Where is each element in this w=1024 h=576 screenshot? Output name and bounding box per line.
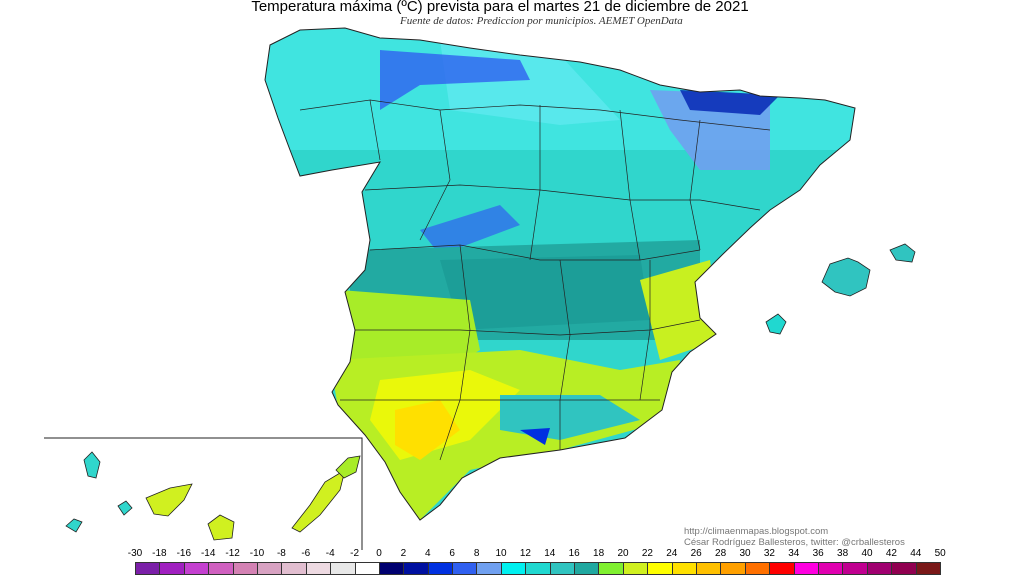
legend-label: 32	[763, 548, 775, 559]
legend-label: 26	[690, 548, 702, 559]
legend-label: -16	[176, 548, 192, 559]
legend-swatch	[672, 563, 697, 574]
legend-swatch	[599, 563, 624, 574]
credits: http://climaenmapas.blogspot.com César R…	[684, 526, 905, 548]
legend-label: 6	[449, 548, 455, 559]
legend-label: 38	[837, 548, 849, 559]
legend-swatch	[257, 563, 283, 574]
legend-label: 18	[593, 548, 605, 559]
legend-label: -6	[301, 548, 311, 559]
legend-swatch	[770, 563, 795, 574]
legend-label: 50	[934, 548, 946, 559]
legend-swatch	[379, 563, 405, 574]
map-title: Temperatura máxima (ºC) prevista para el…	[251, 0, 749, 15]
legend-label: 12	[519, 548, 531, 559]
legend-swatch	[623, 563, 649, 574]
legend-label: 22	[641, 548, 653, 559]
legend-labels: -30 -18 -16 -14 -12 -10 -8 -6 -4 -2 0 2 4 6 8 10 12 14 16 1…	[0, 548, 1024, 562]
legend-swatch	[501, 563, 527, 574]
legend-swatch	[916, 563, 940, 574]
legend-swatch	[428, 563, 454, 574]
legend-swatch	[282, 563, 307, 574]
legend-swatch	[892, 563, 917, 574]
legend-swatch	[648, 563, 673, 574]
legend-swatch	[843, 563, 868, 574]
balearic-islands	[765, 243, 916, 335]
legend-label: 24	[666, 548, 678, 559]
legend-swatch	[233, 563, 258, 574]
legend-label: -18	[152, 548, 167, 559]
legend-label: 40	[861, 548, 873, 559]
credits-url: http://climaenmapas.blogspot.com	[684, 526, 829, 537]
canary-inset	[44, 437, 363, 550]
spain-mainland	[264, 27, 856, 521]
province-borders	[299, 99, 771, 461]
legend-swatch	[526, 563, 551, 574]
legend-label: 2	[400, 548, 407, 559]
legend-swatch	[477, 563, 502, 574]
legend-label: 28	[715, 548, 727, 559]
legend-swatch	[209, 563, 234, 574]
legend-swatch	[160, 563, 185, 574]
legend-label: -12	[225, 548, 240, 559]
legend-label: -4	[325, 548, 335, 559]
legend-swatch	[404, 563, 429, 574]
legend-label: -14	[200, 548, 216, 559]
legend-label: 30	[739, 548, 751, 559]
legend-label: -10	[249, 548, 265, 559]
legend-swatch	[184, 563, 210, 574]
legend-label: 4	[425, 548, 431, 559]
legend-swatch	[818, 563, 844, 574]
legend-swatch	[575, 563, 600, 574]
legend-swatch	[306, 563, 332, 574]
legend-swatch	[355, 563, 380, 574]
legend-label: 0	[376, 548, 382, 559]
inset-frame	[44, 437, 363, 550]
legend-label: -30	[127, 548, 143, 559]
legend-swatch	[453, 563, 478, 574]
legend-label: 20	[617, 548, 629, 559]
legend-swatch	[550, 563, 576, 574]
legend-label: 8	[473, 548, 480, 559]
legend-label: 16	[568, 548, 580, 559]
legend-swatch	[331, 563, 356, 574]
map-subtitle: Fuente de datos: Prediccion por municipi…	[400, 15, 683, 27]
legend-label: -8	[276, 548, 286, 559]
legend-label: -2	[350, 548, 360, 559]
legend-swatch	[136, 563, 161, 574]
legend-label: 34	[788, 548, 800, 559]
legend-swatch	[721, 563, 746, 574]
credits-author: César Rodríguez Ballesteros, twitter: @c…	[684, 537, 905, 548]
legend-label: 36	[812, 548, 824, 559]
legend-swatch	[867, 563, 893, 574]
legend-label: 44	[910, 548, 922, 559]
legend-label: 14	[544, 548, 556, 559]
legend-swatch	[745, 563, 771, 574]
color-legend	[135, 562, 941, 575]
legend-swatch	[794, 563, 819, 574]
legend-label: 10	[495, 548, 507, 559]
legend-label: 42	[885, 548, 897, 559]
legend-swatch	[696, 563, 722, 574]
